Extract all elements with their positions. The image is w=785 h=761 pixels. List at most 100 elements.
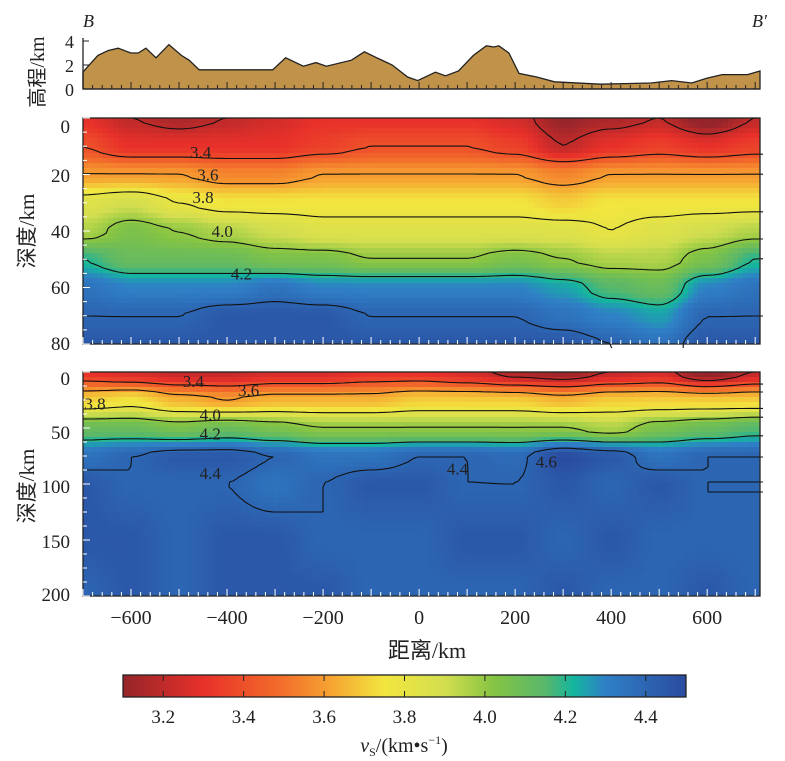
heatmap-cell [558,173,564,179]
heatmap-cell [498,218,504,224]
heatmap-cell [213,123,219,129]
heatmap-cell [298,188,304,194]
heatmap-cell [713,193,719,199]
heatmap-cell [658,288,664,294]
heatmap-cell [683,143,689,149]
heatmap-cell [723,188,729,194]
heatmap-cell [128,228,134,234]
heatmap-cell [618,158,624,164]
heatmap-cell [88,228,94,234]
heatmap-cell [563,153,569,159]
heatmap-cell [313,128,319,134]
heatmap-cell [648,118,654,124]
heatmap-cell [198,243,204,249]
heatmap-cell [148,178,154,184]
heatmap-cell [198,273,204,279]
heatmap-cell [623,293,629,299]
heatmap-cell [638,268,644,274]
heatmap-cell [538,223,544,229]
heatmap-cell [303,208,309,214]
heatmap-cell [283,293,289,299]
heatmap-cell [688,233,694,239]
heatmap-cell [228,133,234,139]
heatmap-cell [703,118,709,124]
heatmap-cell [588,188,594,194]
heatmap-cell [333,283,339,289]
heatmap-cell [123,268,129,274]
heatmap-cell [193,278,199,284]
heatmap-cell [218,293,224,299]
heatmap-cell [723,168,729,174]
heatmap-cell [698,213,704,219]
heatmap-cell [558,178,564,184]
heatmap-cell [358,268,364,274]
heatmap-cell [528,228,534,234]
heatmap-cell [303,118,309,124]
heatmap-cell [273,133,279,139]
heatmap-cell [233,163,239,169]
heatmap-cell [698,228,704,234]
heatmap-cell [323,223,329,229]
heatmap-cell [518,243,524,249]
heatmap-cell [738,168,744,174]
heatmap-cell [713,163,719,169]
heatmap-cell [698,268,704,274]
heatmap-cell [743,118,749,124]
heatmap-cell [353,133,359,139]
heatmap-cell [623,268,629,274]
heatmap-cell [413,263,419,269]
heatmap-cell [268,178,274,184]
heatmap-cell [288,233,294,239]
heatmap-cell [148,263,154,269]
heatmap-cell [88,168,94,174]
heatmap-cell [198,168,204,174]
heatmap-cell [543,123,549,129]
heatmap-cell [368,193,374,199]
heatmap-cell [288,258,294,264]
heatmap-cell [453,148,459,154]
heatmap-cell [753,263,759,269]
heatmap-cell [468,238,474,244]
heatmap-cell [158,128,164,134]
heatmap-cell [628,128,634,134]
heatmap-cell [408,278,414,284]
heatmap-cell [593,238,599,244]
heatmap-cell [713,253,719,259]
heatmap-cell [203,258,209,264]
heatmap-cell [98,208,104,214]
heatmap-cell [83,133,89,139]
heatmap-cell [128,168,134,174]
heatmap-cell [343,183,349,189]
heatmap-cell [253,253,259,259]
heatmap-cell [118,133,124,139]
heatmap-cell [108,283,114,289]
heatmap-cell [483,188,489,194]
heatmap-cell [758,193,760,199]
heatmap-cell [118,243,124,249]
heatmap-cell [523,168,529,174]
heatmap-cell [623,123,629,129]
heatmap-cell [488,248,494,254]
heatmap-cell [743,148,749,154]
heatmap-cell [363,148,369,154]
heatmap-cell [343,218,349,224]
heatmap-cell [238,288,244,294]
heatmap-cell [118,283,124,289]
heatmap-cell [213,243,219,249]
heatmap-cell [548,273,554,279]
heatmap-cell [348,283,354,289]
heatmap-cell [493,153,499,159]
heatmap-cell [713,148,719,154]
heatmap-cell [403,138,409,144]
heatmap-cell [453,258,459,264]
heatmap-cell [383,163,389,169]
heatmap-cell [708,163,714,169]
heatmap-cell [728,258,734,264]
heatmap-cell [378,243,384,249]
profile-end-label: B′ [752,11,768,31]
topography-panel: B B′ 高程/km 0 2 4 [26,11,768,108]
heatmap-cell [263,283,269,289]
heatmap-cell [438,153,444,159]
heatmap-cell [113,163,119,169]
heatmap-cell [458,263,464,269]
